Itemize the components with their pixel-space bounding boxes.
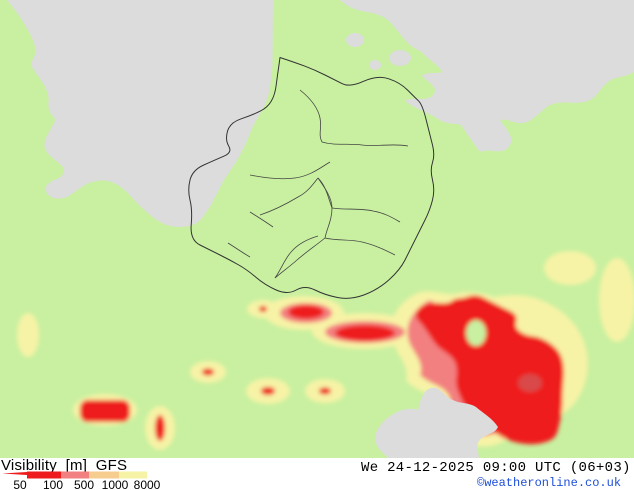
svg-text:500: 500: [74, 478, 94, 490]
svg-text:8000: 8000: [134, 478, 161, 490]
svg-text:100: 100: [43, 478, 63, 490]
svg-text:50: 50: [13, 478, 27, 490]
svg-text:1000: 1000: [102, 478, 129, 490]
